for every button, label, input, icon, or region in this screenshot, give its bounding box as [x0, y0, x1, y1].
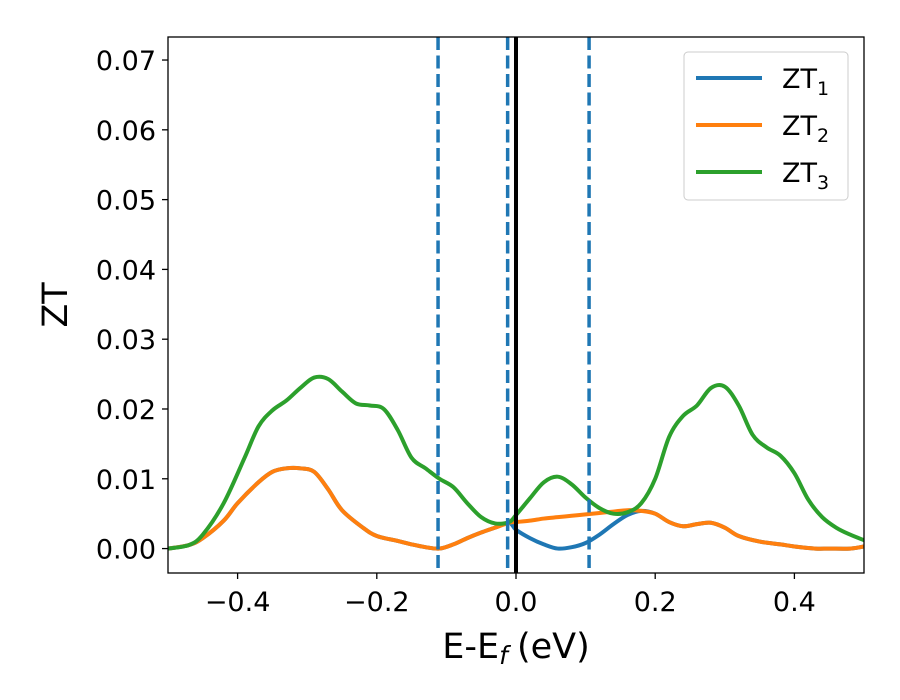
y-tick-label: 0.02	[96, 395, 156, 426]
y-tick-label: 0.00	[96, 535, 156, 566]
y-tick-label: 0.04	[96, 255, 156, 286]
x-axis-title-main: E-E	[442, 627, 499, 667]
x-tick-label: 0.2	[634, 587, 677, 618]
series-line-zt3	[168, 374, 864, 551]
x-tick-label: −0.2	[344, 587, 410, 618]
y-tick-label: 0.05	[96, 186, 156, 217]
x-tick-label: 0.4	[773, 587, 816, 618]
y-tick-label: 0.01	[96, 465, 156, 496]
y-axis: 0.00 0.01 0.02 0.03 0.04 0.05 0.06 0.07	[96, 46, 168, 566]
reference-lines	[436, 37, 591, 573]
y-tick-label: 0.07	[96, 46, 156, 77]
y-axis-title: ZT	[36, 282, 76, 328]
legend-box	[683, 51, 849, 201]
legend-label-zt2: ZT2	[782, 111, 829, 147]
legend: ZT1 ZT2 ZT3	[683, 51, 849, 201]
y-tick-label: 0.06	[96, 116, 156, 147]
x-axis-title: E-Ef (eV)	[442, 627, 589, 670]
y-tick-label: 0.03	[96, 325, 156, 356]
x-axis-title-sub: f	[499, 641, 511, 670]
x-tick-label: 0.0	[495, 587, 538, 618]
legend-label-zt1: ZT1	[782, 64, 829, 100]
x-axis-title-unit: (eV)	[517, 627, 590, 667]
x-axis: −0.4 −0.2 0.0 0.2 0.4	[205, 573, 816, 618]
x-tick-label: −0.4	[205, 587, 271, 618]
legend-label-zt3: ZT3	[782, 158, 829, 194]
